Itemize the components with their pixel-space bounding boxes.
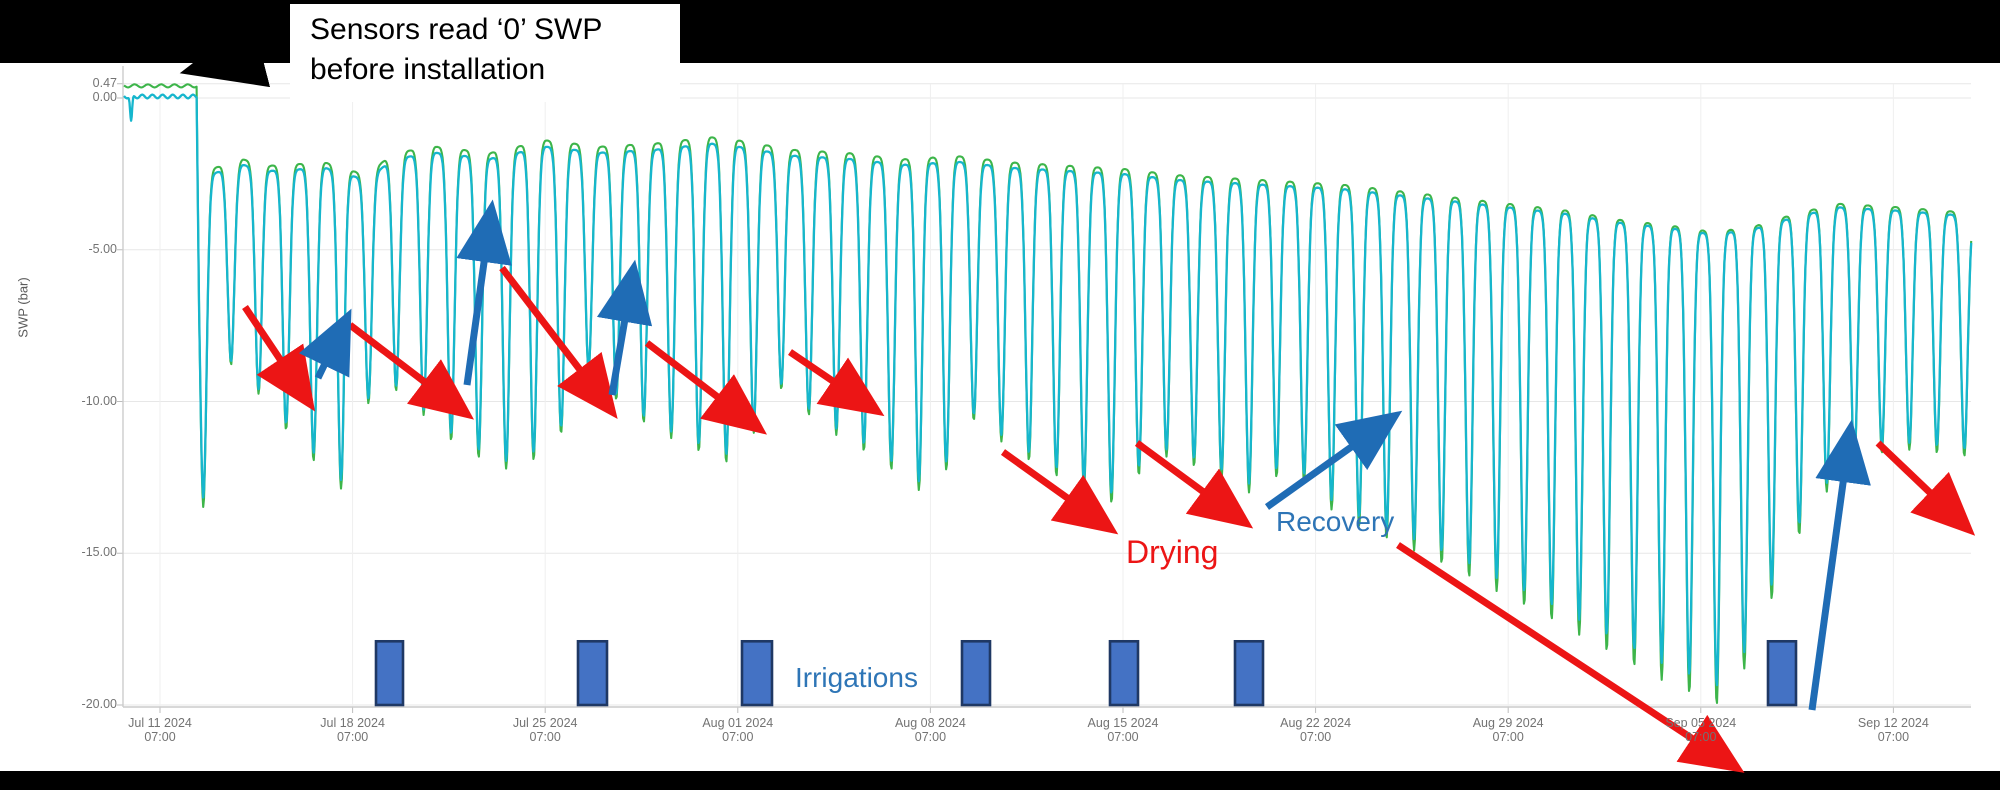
annotation-arrows (179, 17, 1976, 773)
drying-arrow (644, 340, 768, 435)
drying-arrow (499, 265, 618, 420)
recovery-arrow (1808, 419, 1871, 711)
irrigation-bar (1233, 639, 1265, 707)
swp-series (123, 83, 1973, 705)
callout-arrow (179, 17, 295, 88)
axes (117, 66, 1971, 713)
drying-arrow (788, 349, 885, 417)
drying-arrow (1396, 542, 1745, 773)
irrigation-bar (740, 639, 774, 707)
irrigation-bar (374, 639, 405, 707)
recovery-arrow (456, 199, 512, 386)
drying-arrow (1000, 449, 1119, 535)
drying-arrow (242, 305, 316, 412)
recovery-arrow (298, 308, 352, 380)
bottom-black-banner (0, 771, 2000, 790)
callout-box: Sensors read ‘0’ SWP before installation (290, 4, 680, 102)
irrigation-bar (1766, 639, 1798, 707)
recovery-arrow (1264, 410, 1403, 510)
irrigation-bar (576, 639, 609, 707)
irrigation-bar (1108, 639, 1140, 707)
callout-line-1: Sensors read ‘0’ SWP (310, 13, 603, 46)
drying-arrow (1875, 440, 1976, 536)
irrigation-bars (374, 639, 1798, 707)
gridlines (123, 83, 1971, 707)
drying-arrow (347, 322, 475, 420)
drying-arrow (1134, 440, 1254, 529)
swp-line-cyan (123, 93, 1973, 687)
irrigation-bar (960, 639, 992, 707)
recovery-arrow (596, 259, 653, 396)
callout-line-2: before installation (310, 52, 546, 86)
